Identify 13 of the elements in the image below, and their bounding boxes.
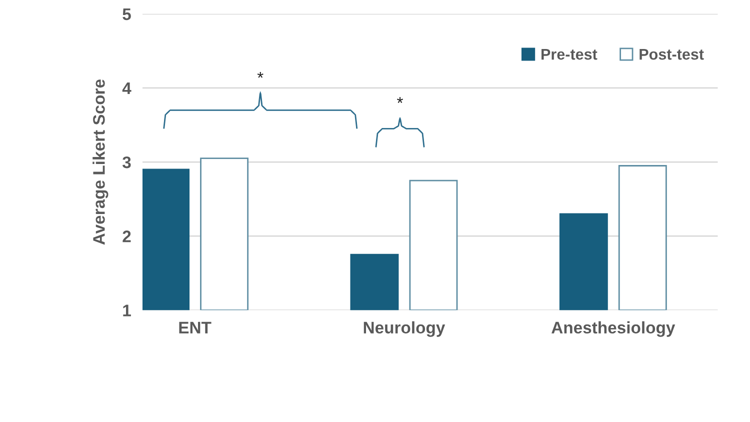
annotation: * xyxy=(397,97,403,103)
y-tick-label: 3 xyxy=(122,156,131,168)
legend-label: Post-test xyxy=(640,49,704,60)
annotation: * xyxy=(257,72,264,78)
legend-label: Pre-test xyxy=(542,49,598,60)
y-tick-label: 2 xyxy=(122,230,131,242)
y-tick-label: 1 xyxy=(123,304,131,316)
y-tick-label: 4 xyxy=(122,82,132,94)
x-tick-label: Anesthesiology xyxy=(552,321,676,337)
y-tick-label: 5 xyxy=(122,8,131,20)
x-tick-label: Neurology xyxy=(364,321,446,337)
x-tick-label: ENT xyxy=(179,322,212,334)
y-axis-title: Average Likert Score xyxy=(92,80,108,245)
